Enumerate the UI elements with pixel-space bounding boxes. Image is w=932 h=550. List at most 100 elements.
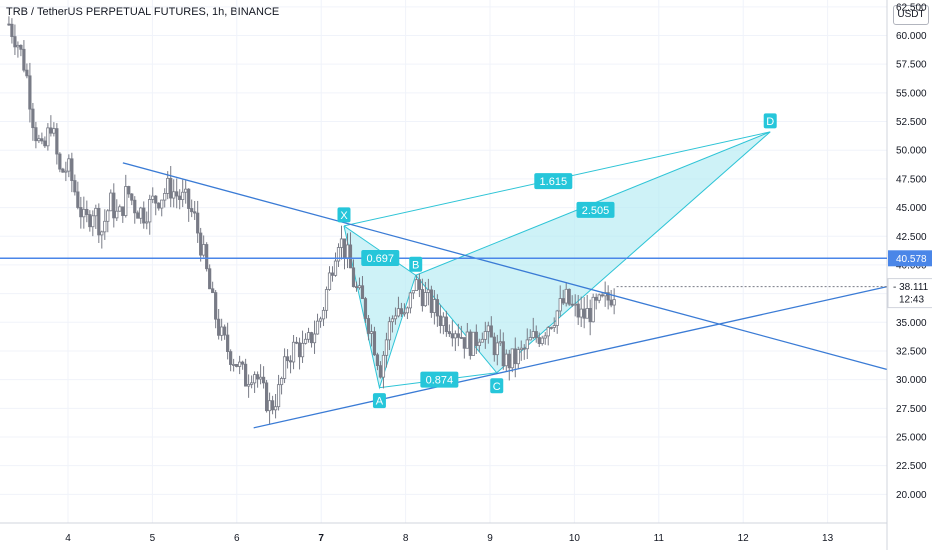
candle-body (16, 44, 20, 48)
x-tick-label: 7 (318, 533, 324, 544)
candle-body (438, 315, 442, 326)
y-tick-label: 55.000 (896, 88, 927, 99)
current-price-label: - 38.111 (893, 282, 929, 293)
candle-body (100, 231, 104, 236)
candle-body (10, 23, 14, 37)
candle-body (471, 331, 475, 356)
ratio-label[interactable]: 1.615 (534, 173, 573, 190)
candle-body (190, 208, 194, 213)
ratio-label[interactable]: 0.697 (361, 250, 400, 267)
y-tick-label: 32.500 (896, 346, 927, 357)
y-tick-label: 20.000 (896, 490, 927, 501)
candle-body (540, 337, 544, 344)
candle-body (115, 210, 119, 219)
candle-body (552, 325, 556, 328)
candle-body (133, 199, 137, 214)
candle-body (555, 310, 559, 326)
ratio-label[interactable]: 2.505 (576, 201, 615, 218)
candle-body (561, 298, 565, 304)
candle-body (7, 23, 11, 26)
candle-body (525, 339, 529, 350)
candle-body (375, 354, 380, 367)
candle-body (67, 158, 71, 172)
candle-body (172, 191, 176, 199)
candle-body (145, 221, 149, 224)
y-tick-label: 52.500 (896, 117, 927, 128)
pattern-point-x[interactable]: X (337, 207, 351, 223)
pattern-point-badge (763, 113, 777, 129)
candle-body (393, 315, 398, 320)
candle-body (396, 308, 401, 317)
trendline-upper[interactable] (122, 162, 887, 370)
ratio-badge (420, 371, 459, 388)
candle-body (217, 318, 221, 336)
candle-body (468, 331, 472, 356)
currency-button[interactable]: USDT (893, 5, 929, 25)
pattern-point-b[interactable]: B (409, 256, 423, 272)
candle-body (154, 195, 158, 204)
pattern-point-label: D (766, 116, 774, 128)
candle-body (297, 342, 302, 358)
candle-body (267, 400, 272, 412)
time-axis[interactable]: 4 5 6 7 8 9 10 11 12 13 (65, 533, 833, 544)
candle-body (576, 303, 580, 318)
candle-body (504, 353, 508, 367)
candle-body (291, 341, 296, 363)
pattern-point-c[interactable]: C (490, 378, 504, 394)
x-tick-label: 11 (654, 533, 665, 544)
candle-body (91, 215, 95, 228)
candle-body (208, 268, 212, 290)
candle-body (360, 285, 365, 300)
pattern-point-d[interactable]: D (763, 113, 777, 129)
candle-body (148, 199, 152, 223)
candle-body (139, 207, 143, 219)
pattern-triangle-bcd (415, 131, 771, 373)
candle-body (588, 308, 592, 323)
candle-body (256, 374, 260, 380)
candle-body (169, 177, 173, 199)
x-tick-label: 5 (150, 533, 156, 544)
candle-body (261, 376, 266, 384)
trendline-lower[interactable] (253, 286, 887, 429)
y-tick-label: 42.500 (896, 232, 927, 243)
candle-body (342, 238, 347, 259)
candle-body (22, 48, 26, 71)
candle-body (429, 289, 433, 313)
xabcd-pattern[interactable] (343, 131, 771, 390)
candle-body (384, 339, 389, 356)
candle-body (187, 188, 191, 209)
candle-body (321, 309, 326, 320)
candle-body (450, 333, 454, 339)
candle-body (124, 186, 128, 216)
y-tick-label: 62.500 (896, 2, 927, 13)
candle-body (64, 170, 68, 173)
ratio-badge (576, 201, 615, 218)
candle-body (70, 158, 74, 181)
candle-body (55, 128, 59, 155)
candle-body (489, 325, 493, 338)
candle-body (519, 347, 523, 351)
ratio-label[interactable]: 0.874 (420, 371, 459, 388)
candle-body (327, 272, 332, 290)
x-tick-label: 13 (822, 533, 834, 544)
pattern-point-a[interactable]: A (372, 393, 386, 409)
candle-body (142, 207, 146, 224)
grid (0, 0, 887, 524)
y-tick-label: 50.000 (896, 146, 927, 157)
pattern-triangle-xab (343, 225, 416, 388)
candle-body (247, 384, 251, 387)
candle-body (330, 272, 335, 276)
candle-body (531, 331, 535, 338)
candle-body (390, 318, 395, 323)
candle-body (19, 44, 23, 50)
candle-body (516, 349, 520, 365)
candles (7, 16, 616, 424)
candle-body (211, 288, 215, 293)
candle-body (106, 210, 110, 222)
candle-body (351, 267, 356, 288)
candle-body (52, 128, 56, 134)
candle-body (354, 286, 359, 289)
candle-body (160, 199, 164, 209)
candle-body (417, 279, 421, 290)
